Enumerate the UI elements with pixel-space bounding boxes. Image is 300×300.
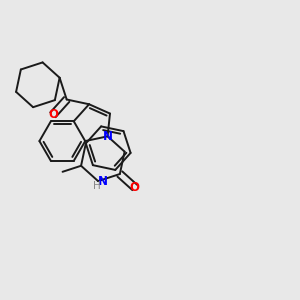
- Text: O: O: [48, 108, 58, 121]
- Text: N: N: [98, 175, 107, 188]
- Text: N: N: [103, 130, 112, 143]
- Text: H: H: [93, 181, 101, 191]
- Text: O: O: [130, 181, 140, 194]
